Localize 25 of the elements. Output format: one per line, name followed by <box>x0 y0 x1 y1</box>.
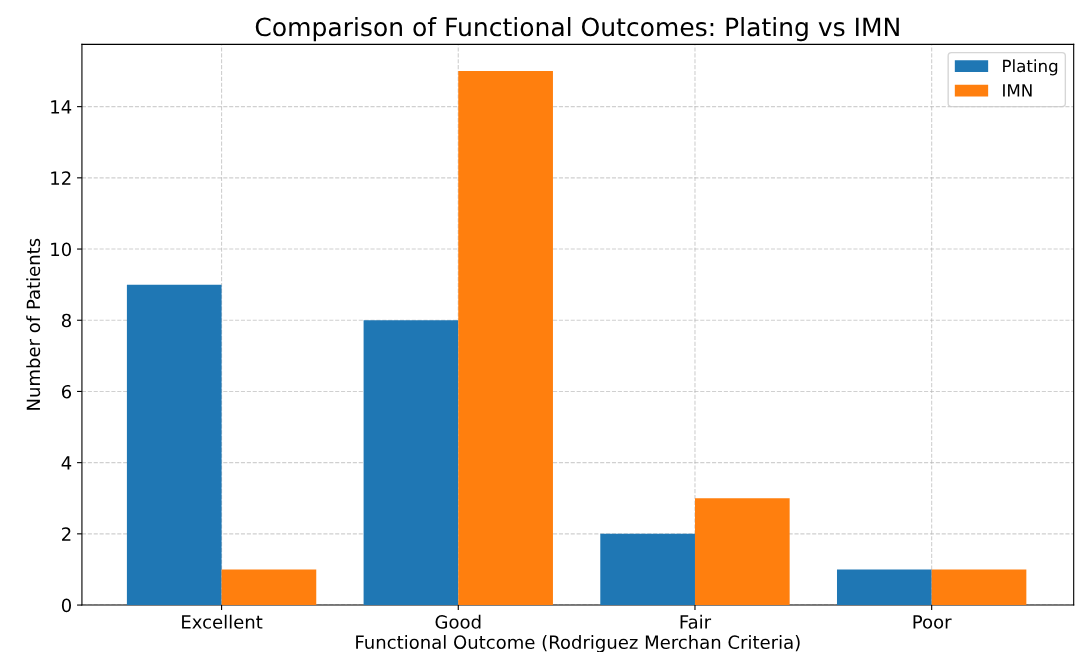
y-tick-label: 14 <box>51 100 72 114</box>
bar <box>126 284 222 606</box>
bar <box>600 533 695 606</box>
x-tick-label: Poor <box>913 615 952 629</box>
bar <box>458 71 553 606</box>
bar <box>221 569 317 606</box>
x-axis-title: Functional Outcome (Rodriguez Merchan Criteria) <box>356 635 800 652</box>
y-tick-label: 4 <box>61 456 72 470</box>
legend-label: Plating <box>1003 59 1058 76</box>
chart-title: Comparison of Functional Outcomes: Plating vs IMN <box>255 17 899 42</box>
y-tick-label: 2 <box>62 527 71 541</box>
y-tick-label: 8 <box>61 313 71 328</box>
y-tick-label: 6 <box>61 384 72 399</box>
y-tick-label: 10 <box>51 242 72 257</box>
bar <box>836 569 932 606</box>
bar <box>363 320 459 606</box>
legend-label: IMN <box>1003 84 1032 97</box>
y-axis-title: Number of Patients <box>26 238 41 410</box>
x-tick-label: Fair <box>680 614 712 629</box>
bar <box>694 498 790 606</box>
x-tick-label: Excellent <box>182 614 263 629</box>
y-tick-label: 0 <box>61 598 72 613</box>
y-tick-label: 12 <box>51 171 71 185</box>
x-tick-label: Good <box>435 614 481 629</box>
bar <box>931 569 1027 606</box>
